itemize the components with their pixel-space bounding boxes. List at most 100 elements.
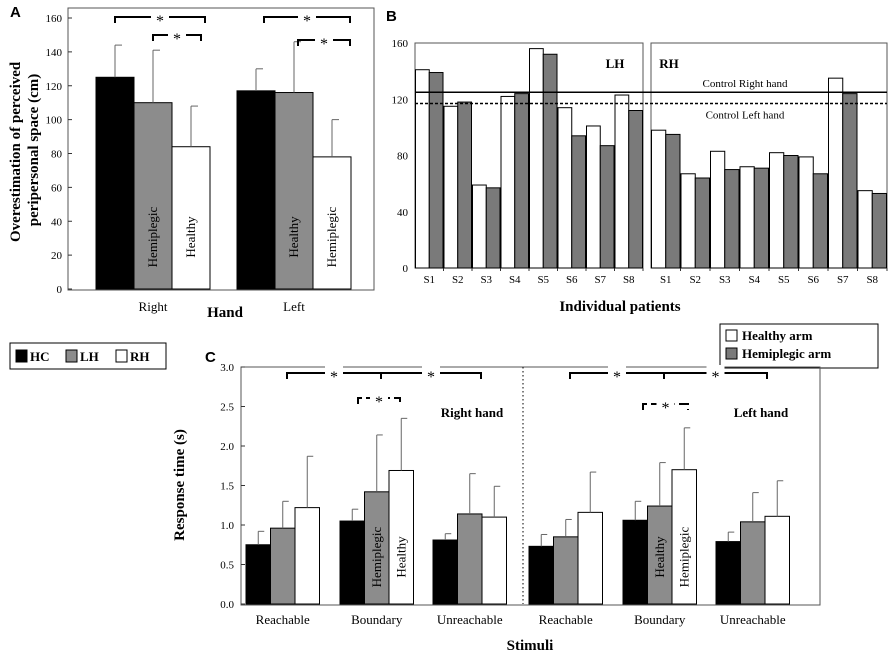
legend-arms: Healthy arm Hemiplegic arm bbox=[719, 323, 879, 369]
panel-a-ytick-label: 40 bbox=[51, 216, 63, 228]
panel-c-sig-right-hand-star: * bbox=[330, 369, 338, 386]
panel-a-ytick-label: 120 bbox=[46, 81, 63, 93]
panel-a-bar-right-rh bbox=[171, 146, 211, 290]
legend-label-hemiplegic-arm: Hemiplegic arm bbox=[742, 346, 831, 361]
panel-b-category-label: S8 bbox=[866, 274, 878, 286]
panel-c-sig-right-hand-star: * bbox=[427, 369, 435, 386]
panel-b-bar-rh-s1-healthy bbox=[651, 129, 667, 269]
panel-a-sig-right-lh-rh: * bbox=[152, 27, 202, 48]
panel-b-bar-lh-s3-hemiplegic bbox=[485, 187, 501, 269]
panel-c-bar-left-hand-reachable-hc bbox=[528, 545, 554, 605]
panel-b-group-label-rh: RH bbox=[659, 56, 679, 71]
panel-c-bar-text: Healthy bbox=[393, 536, 408, 578]
panel-b-bar-lh-s5-healthy bbox=[529, 48, 544, 269]
panel-b-category-label: S2 bbox=[689, 274, 701, 286]
panel-a-sig-left-hc-rh: * bbox=[263, 9, 351, 30]
panel-b-ytick-label: 80 bbox=[397, 151, 409, 163]
panel-c-ytick-label: 3.0 bbox=[220, 362, 234, 374]
panel-letter-a: A bbox=[10, 4, 21, 21]
panel-c-sig-left-hand-star: * bbox=[613, 369, 621, 386]
panel-c-bar-left-hand-unreachable-hc bbox=[715, 541, 741, 605]
panel-b-category-label: S5 bbox=[537, 274, 549, 286]
panel-c-category-boundary: Boundary bbox=[634, 612, 686, 627]
panel-b-bar-lh-s3-healthy bbox=[472, 184, 487, 269]
panel-a-ylabel-line-2: peripersonal space (cm) bbox=[26, 74, 42, 226]
panel-a-sig-left-lh-rh: * bbox=[297, 32, 351, 53]
panel-c-category-unreachable: Unreachable bbox=[720, 612, 786, 627]
panel-a-ytick-label: 80 bbox=[51, 149, 63, 161]
panel-c-bar-right-hand-boundary-lh bbox=[364, 491, 390, 605]
panel-b-bar-lh-s5-hemiplegic bbox=[542, 53, 558, 269]
panel-b-bar-rh-s2-healthy bbox=[680, 173, 696, 269]
panel-b-bar-lh-s2-hemiplegic bbox=[457, 101, 472, 269]
legend-swatch-lh bbox=[65, 349, 78, 363]
panel-b-bar-rh-s3-hemiplegic bbox=[724, 169, 740, 269]
panel-c-bar-right-hand-reachable-lh bbox=[270, 527, 296, 605]
panel-c-sig-right-boundary-star: * bbox=[375, 394, 383, 411]
panel-c-bar-right-hand-unreachable-hc bbox=[432, 539, 458, 605]
panel-b-bar-rh-s3-healthy bbox=[710, 150, 726, 269]
panel-b-bar-rh-s7-hemiplegic bbox=[842, 93, 858, 269]
panel-c-bar-right-hand-unreachable-lh bbox=[457, 513, 483, 605]
panel-c-bar-text: Hemiplegic bbox=[676, 526, 691, 587]
panel-b-category-label: S7 bbox=[594, 274, 606, 286]
legend-label-rh: RH bbox=[130, 349, 150, 364]
panel-b-bar-rh-s5-hemiplegic bbox=[783, 155, 799, 269]
panel-b-ytick-label: 120 bbox=[392, 94, 409, 106]
panel-c-sig-right-hand-gap bbox=[422, 365, 440, 379]
panel-a-chart: 0 20 40 60 80 100 120 140 160 Hemiplegic Healthy H… bbox=[8, 7, 375, 321]
panel-c-category-boundary: Boundary bbox=[351, 612, 403, 627]
legend-groups: HC LH RH bbox=[9, 342, 167, 370]
panel-b-chart: 0 40 80 120 160 S1 S2 S3 S4 S5 S6 S7 S8 LH S1 S2 S3 S4 S5 S… bbox=[392, 38, 888, 315]
panel-c-bar-left-hand-reachable-rh bbox=[577, 511, 603, 605]
panel-b-category-label: S2 bbox=[452, 274, 464, 286]
legend-label-lh: LH bbox=[80, 349, 99, 364]
panel-c-bar-left-hand-unreachable-rh bbox=[764, 515, 790, 605]
panel-b-bar-lh-s1-healthy bbox=[415, 69, 430, 269]
panel-c-ytick-label: 0.5 bbox=[220, 560, 234, 572]
panel-a-sig-right-lh-rh-gap bbox=[168, 27, 186, 41]
panel-b-bar-rh-s4-healthy bbox=[739, 166, 755, 269]
panel-a-ytick-label: 100 bbox=[46, 115, 63, 127]
panel-c-bar-text: Hemiplegic bbox=[369, 526, 384, 587]
panel-b-category-label: S6 bbox=[566, 274, 578, 286]
panel-c-sig-right-boundary: * bbox=[357, 390, 401, 411]
panel-b-bar-lh-s2-healthy bbox=[443, 105, 459, 269]
panel-b-bar-rh-s6-healthy bbox=[798, 156, 814, 269]
panel-a-xlabel: Hand bbox=[207, 305, 244, 321]
panel-b-bar-rh-s4-hemiplegic bbox=[753, 167, 769, 269]
panel-b-bar-rh-s7-healthy bbox=[828, 77, 844, 269]
legend-label-healthy-arm: Healthy arm bbox=[742, 328, 813, 343]
panel-a-ylabel-line-1: Overestimation of perceived bbox=[8, 61, 24, 242]
panel-c-category-reachable: Reachable bbox=[256, 612, 310, 627]
panel-c-group-label-left-hand: Left hand bbox=[734, 405, 789, 420]
panel-a-ytick-label: 0 bbox=[57, 284, 63, 296]
panel-c-sig-right-boundary-line bbox=[357, 397, 401, 404]
panel-c-sig-right-boundary-gap bbox=[370, 390, 388, 404]
panel-b-bar-lh-s4-hemiplegic bbox=[514, 93, 529, 269]
panel-letter-b: B bbox=[386, 8, 397, 25]
panel-c-sig-left-boundary-gap bbox=[656, 396, 675, 410]
legend-label-hc: HC bbox=[30, 349, 50, 364]
panel-a-ytick-label: 140 bbox=[46, 47, 63, 59]
panel-a-sig-left-lh-rh-star: * bbox=[320, 36, 328, 53]
panel-b-category-label: S8 bbox=[623, 274, 635, 286]
panel-b-bar-lh-s1-hemiplegic bbox=[428, 72, 444, 269]
panel-a-category-left: Left bbox=[283, 299, 305, 314]
panel-b-category-label: S4 bbox=[748, 274, 760, 286]
panel-c-bar-text: Healthy bbox=[652, 536, 667, 578]
panel-a-frame bbox=[67, 7, 375, 291]
panel-c-bar-left-hand-boundary-rh bbox=[671, 469, 697, 605]
panel-b-bar-lh-s4-healthy bbox=[500, 95, 516, 269]
panel-a-sig-left-hc-rh-gap bbox=[298, 9, 316, 23]
legend-swatch-hemiplegic-arm bbox=[725, 347, 738, 360]
panel-a-bar-text: Hemiplegic bbox=[324, 206, 339, 267]
panel-a-bar-left-hc bbox=[236, 90, 276, 290]
panel-a-bar-text: Healthy bbox=[286, 216, 301, 258]
panel-a-bar-right-hc bbox=[95, 76, 135, 290]
panel-c-sig-left-boundary: * bbox=[642, 396, 689, 417]
panel-c-sig-left-boundary-star: * bbox=[662, 400, 670, 417]
legend-swatch-rh bbox=[115, 349, 128, 363]
panel-b-bar-rh-s1-hemiplegic bbox=[665, 133, 681, 269]
